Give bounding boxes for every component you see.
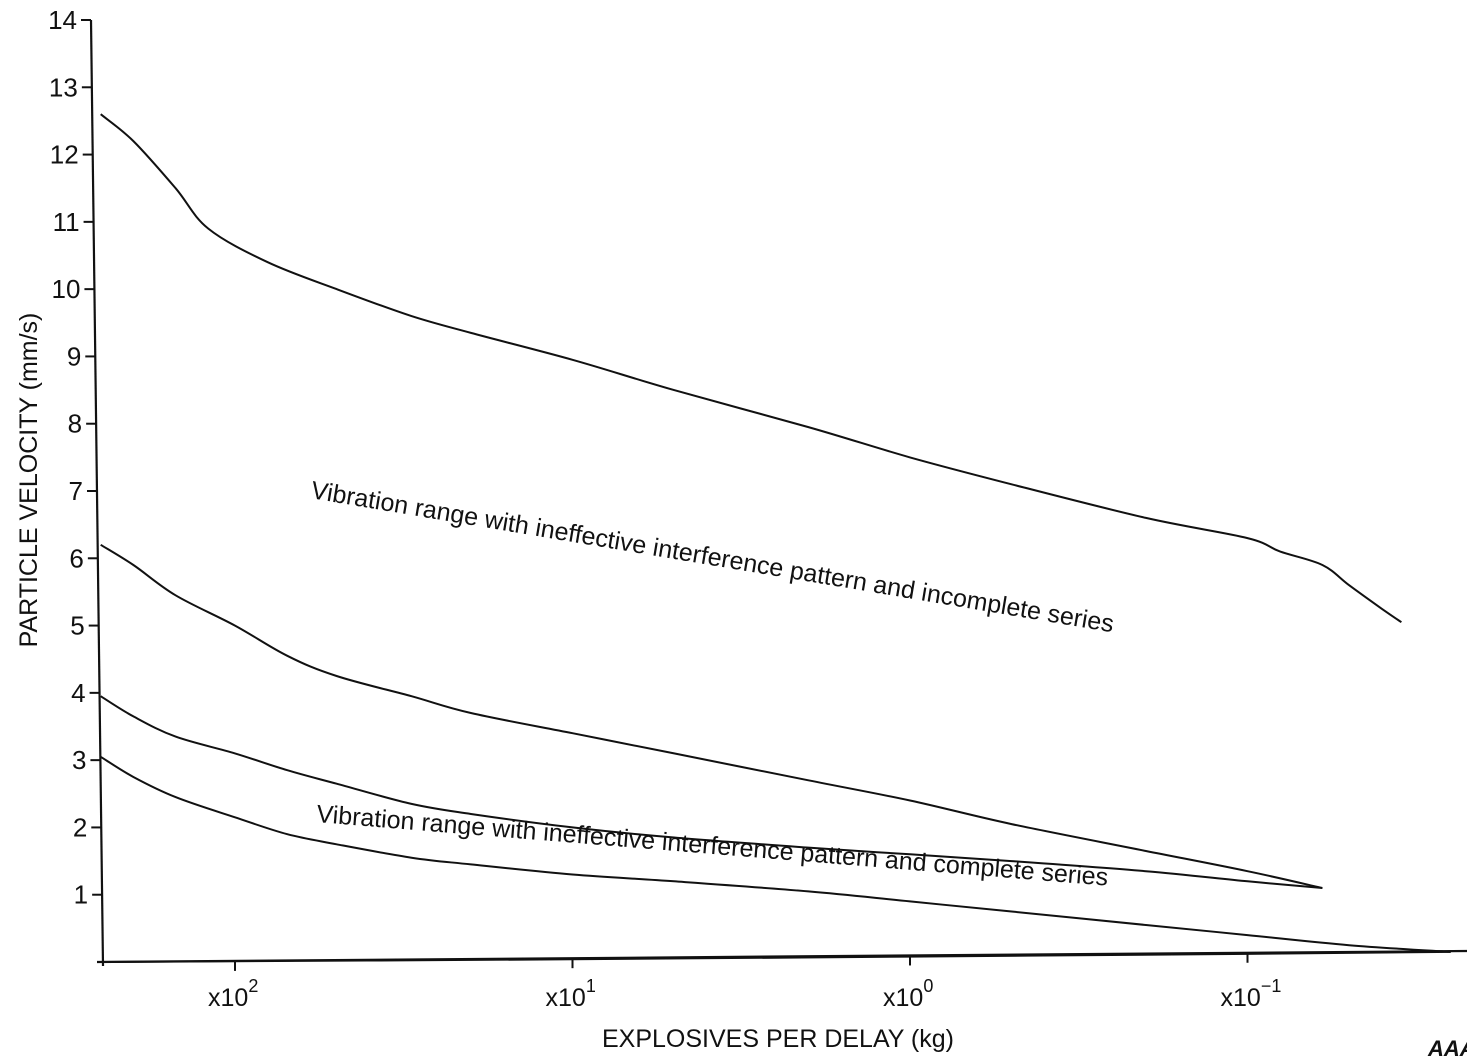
y-tick-label: 10 bbox=[52, 274, 81, 304]
x-tick-base: x10 bbox=[546, 984, 586, 1012]
x-tick-label: x101 bbox=[546, 976, 596, 1012]
series-line-5 bbox=[100, 950, 1451, 963]
x-tick-exponent: 2 bbox=[248, 976, 258, 996]
y-tick-label: 1 bbox=[74, 880, 88, 910]
x-tick-label: x100 bbox=[883, 976, 933, 1012]
x-tick-exponent: 0 bbox=[923, 976, 933, 996]
y-tick-label: 7 bbox=[69, 476, 83, 506]
annotation-incomplete-series: Vibration range with ineffective interfe… bbox=[309, 476, 1116, 638]
y-tick-label: 2 bbox=[73, 812, 87, 842]
series-line-4 bbox=[100, 755, 1451, 953]
y-tick-label: 14 bbox=[48, 5, 77, 35]
y-tick-label: 12 bbox=[50, 140, 79, 170]
x-tick-exponent: 1 bbox=[586, 976, 596, 996]
y-axis bbox=[89, 19, 105, 967]
series-line-2 bbox=[100, 543, 1323, 889]
y-tick-label: 13 bbox=[49, 72, 78, 102]
x-axis-title: EXPLOSIVES PER DELAY (kg) bbox=[602, 1025, 954, 1053]
x-tick-base: x10 bbox=[208, 984, 248, 1012]
x-tick-base: x10 bbox=[883, 984, 923, 1012]
y-tick-label: 11 bbox=[53, 207, 80, 237]
y-axis-line bbox=[89, 19, 105, 967]
series-line-1 bbox=[100, 113, 1402, 624]
y-tick-label: 6 bbox=[69, 543, 83, 573]
y-tick-label: 4 bbox=[71, 678, 85, 708]
curves bbox=[100, 113, 1451, 963]
y-axis-title: PARTICLE VELOCITY (mm/s) bbox=[15, 313, 43, 648]
corner-mark: AAA bbox=[1427, 1036, 1467, 1056]
x-tick-base: x10 bbox=[1221, 984, 1261, 1012]
x-ticks: x102 x101 x100 x10−1 bbox=[208, 952, 1282, 1012]
x-tick-label: x10−1 bbox=[1221, 976, 1282, 1012]
series-line-3 bbox=[100, 695, 1323, 889]
x-tick-label: x102 bbox=[208, 976, 258, 1012]
x-tick-exponent: −1 bbox=[1261, 976, 1282, 996]
annotation-complete-series: Vibration range with ineffective interfe… bbox=[316, 800, 1110, 892]
y-tick-label: 8 bbox=[68, 409, 82, 439]
y-tick-label: 9 bbox=[67, 341, 81, 371]
y-tick-label: 3 bbox=[72, 745, 86, 775]
y-tick-label: 5 bbox=[70, 611, 84, 641]
